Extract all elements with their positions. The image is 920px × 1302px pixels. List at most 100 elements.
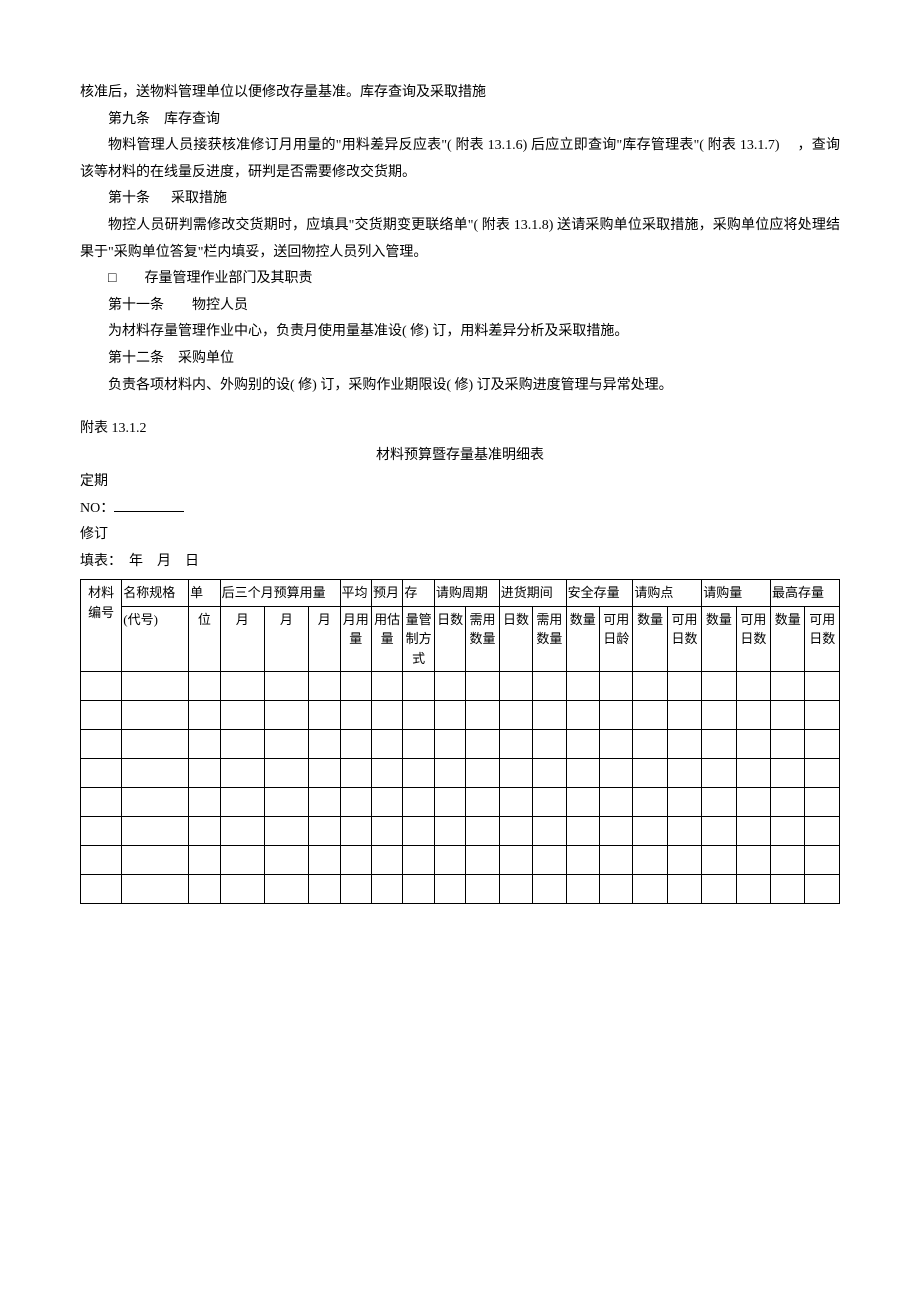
table-cell [736, 788, 770, 817]
table-cell [466, 730, 499, 759]
table-cell [499, 672, 532, 701]
table-cell [309, 846, 340, 875]
table-cell [771, 701, 805, 730]
table-cell [499, 875, 532, 904]
table-cell [220, 701, 264, 730]
table-cell [702, 875, 736, 904]
table-cell [189, 875, 220, 904]
table-cell [264, 817, 308, 846]
table-cell [434, 817, 465, 846]
col-unit-sub: 位 [189, 606, 220, 672]
table-cell [771, 788, 805, 817]
table-cell [220, 759, 264, 788]
table-cell [702, 730, 736, 759]
table-cell [805, 846, 840, 875]
table-cell [403, 701, 434, 730]
table-cell [403, 730, 434, 759]
table-cell [220, 846, 264, 875]
header-row-1: 材料编号 名称规格 单 后三个月预算用量 平均 预月 存 请购周期 进货期间 安… [81, 580, 840, 607]
table-cell [533, 846, 566, 875]
table-cell [434, 875, 465, 904]
meta-dingqi: 定期 [80, 469, 840, 496]
article-9-title: 第九条 库存查询 [80, 107, 840, 134]
table-cell [371, 701, 402, 730]
table-cell [81, 759, 122, 788]
table-cell [371, 817, 402, 846]
col-month-1: 月 [220, 606, 264, 672]
article-11-body: 为材料存量管理作业中心，负责月使用量基准设( 修) 订，用料差异分析及采取措施。 [80, 319, 840, 346]
table-cell [702, 701, 736, 730]
table-cell [403, 672, 434, 701]
table-cell [633, 701, 667, 730]
paragraph-approval: 核准后，送物料管理单位以便修改存量基准。库存查询及采取措施 [80, 80, 840, 107]
table-row [81, 817, 840, 846]
table-cell [371, 846, 402, 875]
table-cell [533, 875, 566, 904]
no-blank-line [114, 497, 184, 512]
col-arrival-group: 进货期间 [499, 580, 566, 607]
table-cell [220, 730, 264, 759]
table-row [81, 672, 840, 701]
col-rq-qty: 数量 [702, 606, 736, 672]
table-cell [264, 672, 308, 701]
table-cell [702, 759, 736, 788]
table-cell [340, 701, 371, 730]
table-cell [600, 701, 633, 730]
table-cell [264, 788, 308, 817]
table-cell [566, 701, 599, 730]
col-req-cycle-group: 请购周期 [434, 580, 499, 607]
table-cell [189, 817, 220, 846]
table-cell [81, 730, 122, 759]
table-cell [122, 846, 189, 875]
table-cell [736, 701, 770, 730]
table-cell [340, 788, 371, 817]
empty-rows-body [81, 672, 840, 904]
table-cell [371, 730, 402, 759]
table-cell [499, 817, 532, 846]
table-cell [633, 730, 667, 759]
table-cell [309, 701, 340, 730]
table-cell [264, 730, 308, 759]
table-cell [189, 846, 220, 875]
col-name-spec-sub: (代号) [122, 606, 189, 672]
table-cell [81, 788, 122, 817]
article-12-body: 负责各项材料内、外购别的设( 修) 订，采购作业期限设( 修) 订及采购进度管理… [80, 373, 840, 400]
col-arr-days: 日数 [499, 606, 532, 672]
attachment-label: 附表 13.1.2 [80, 416, 840, 443]
table-cell [466, 672, 499, 701]
table-cell [805, 672, 840, 701]
table-cell [600, 846, 633, 875]
table-cell [533, 701, 566, 730]
table-cell [736, 672, 770, 701]
table-cell [122, 817, 189, 846]
col-month-3: 月 [309, 606, 340, 672]
table-cell [264, 846, 308, 875]
table-cell [403, 788, 434, 817]
table-cell [600, 817, 633, 846]
table-cell [189, 759, 220, 788]
table-cell [600, 730, 633, 759]
table-cell [220, 672, 264, 701]
table-cell [805, 788, 840, 817]
table-cell [309, 759, 340, 788]
table-cell [771, 672, 805, 701]
table-cell [736, 846, 770, 875]
table-cell [220, 788, 264, 817]
table-cell [122, 701, 189, 730]
section-title: □ 存量管理作业部门及其职责 [80, 266, 840, 293]
table-cell [771, 730, 805, 759]
col-month-2: 月 [264, 606, 308, 672]
table-cell [566, 788, 599, 817]
col-arr-qty: 需用数量 [533, 606, 566, 672]
table-cell [736, 759, 770, 788]
table-cell [403, 846, 434, 875]
table-cell [633, 817, 667, 846]
table-cell [466, 759, 499, 788]
table-cell [499, 788, 532, 817]
table-cell [771, 875, 805, 904]
table-cell [122, 672, 189, 701]
table-cell [771, 817, 805, 846]
table-cell [403, 817, 434, 846]
table-cell [371, 672, 402, 701]
table-cell [81, 672, 122, 701]
